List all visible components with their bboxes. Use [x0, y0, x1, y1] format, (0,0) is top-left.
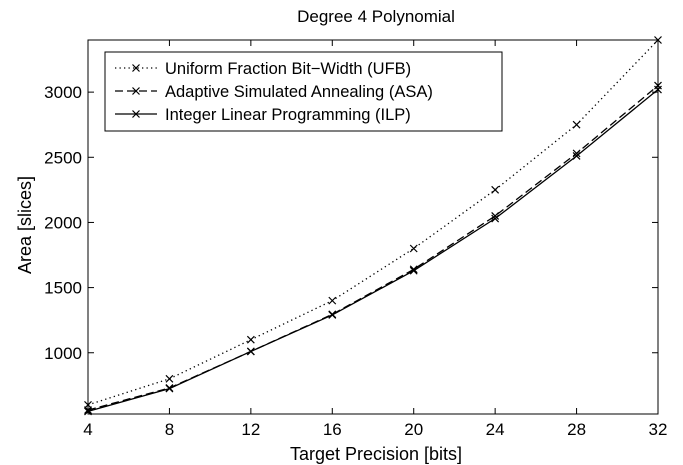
data-point [165, 374, 174, 383]
x-tick-label: 12 [241, 420, 260, 439]
legend-item: Integer Linear Programming (ILP) [115, 106, 411, 124]
data-point [409, 244, 418, 253]
y-tick-label: 3000 [44, 83, 82, 102]
legend-label: Uniform Fraction Bit−Width (UFB) [165, 60, 411, 78]
chart-title: Degree 4 Polynomial [297, 7, 455, 26]
y-tick-label: 1500 [44, 279, 82, 298]
x-tick-label: 16 [323, 420, 342, 439]
plot-area: 4 8 12 16 20 24 28 32 1000 1500 2000 2500 3000 [44, 36, 668, 439]
data-point [572, 152, 581, 160]
data-point [491, 185, 500, 194]
y-axis-title: Area [slices] [15, 176, 35, 274]
x-tick-label: 28 [567, 420, 586, 439]
series-0 [84, 36, 662, 409]
y-tick-label: 2500 [44, 148, 82, 167]
x-axis-title: Target Precision [bits] [290, 444, 462, 464]
legend-box [104, 51, 503, 132]
data-point [246, 335, 255, 344]
data-point [654, 85, 662, 94]
series-1 [84, 81, 662, 415]
data-point [491, 211, 500, 220]
legend: Uniform Fraction Bit−Width (UFB) Adaptive… [104, 51, 503, 132]
data-point [246, 347, 255, 356]
legend-marker [132, 87, 140, 95]
x-tick-label: 32 [649, 420, 668, 439]
data-point [84, 406, 92, 415]
data-point [328, 296, 337, 305]
legend-label: Integer Linear Programming (ILP) [165, 106, 411, 124]
legend-label: Adaptive Simulated Annealing (ASA) [165, 83, 433, 101]
data-point [572, 120, 581, 129]
data-point [409, 266, 418, 275]
data-point [165, 384, 174, 393]
series-line [87, 39, 659, 406]
legend-item: Uniform Fraction Bit−Width (UFB) [115, 60, 411, 78]
data-point [491, 214, 500, 223]
legend-item: Adaptive Simulated Annealing (ASA) [115, 83, 433, 101]
legend-marker [132, 110, 140, 118]
y-tick-label: 1000 [44, 344, 82, 363]
data-point [84, 407, 92, 416]
x-tick-label: 20 [404, 420, 423, 439]
series-line [87, 85, 659, 411]
data-point [654, 36, 662, 44]
series-2 [84, 85, 662, 416]
series-line [87, 89, 659, 413]
data-point [328, 311, 337, 319]
data-point [572, 149, 581, 158]
plot-frame [87, 39, 659, 415]
x-tick-label: 4 [83, 420, 92, 439]
legend-marker [132, 64, 140, 72]
x-tick-label: 8 [165, 420, 174, 439]
y-tick-label: 2000 [44, 213, 82, 232]
x-tick-label: 24 [486, 420, 505, 439]
